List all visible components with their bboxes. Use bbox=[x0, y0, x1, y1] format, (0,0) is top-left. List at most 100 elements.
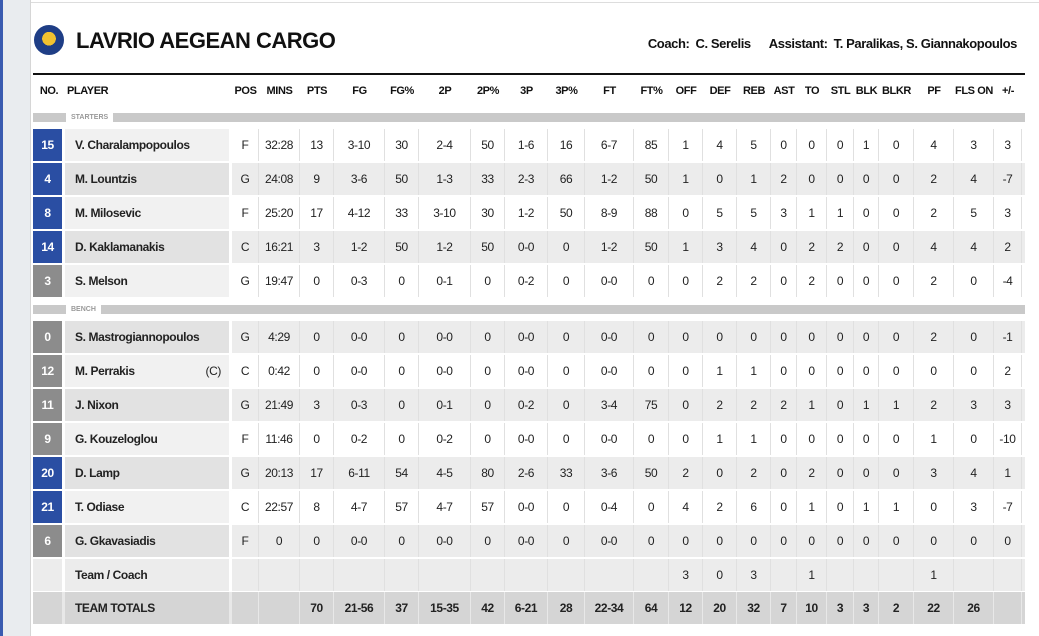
stat-pos: G bbox=[232, 389, 259, 421]
column-header[interactable]: DEF bbox=[709, 85, 731, 97]
stat-fg: 4-7 bbox=[334, 491, 385, 523]
player-row[interactable]: 8 M. Milosevic F 25:20 17 4-12 33 3-10 30 1-2 50 8-… bbox=[33, 197, 1025, 229]
stat-fls-on: 5 bbox=[954, 197, 994, 229]
stat-blkr: 0 bbox=[879, 231, 914, 263]
player-name[interactable]: Team / Coach bbox=[75, 568, 148, 582]
stat-blk: 0 bbox=[854, 321, 879, 353]
stat-fg-: 33 bbox=[385, 197, 419, 229]
stat-to: 1 bbox=[797, 197, 827, 229]
player-name-cell[interactable]: S. Mastrogiannopoulos bbox=[65, 321, 232, 353]
stat-blk: 0 bbox=[854, 355, 879, 387]
column-header[interactable]: TO bbox=[804, 85, 820, 97]
player-name[interactable]: V. Charalampopoulos bbox=[75, 138, 190, 152]
player-name-cell[interactable]: M. Perrakis (C) bbox=[65, 355, 232, 387]
player-row[interactable]: 0 S. Mastrogiannopoulos G 4:29 0 0-0 0 0-0 0 0-0 0… bbox=[33, 321, 1025, 353]
stat-3p: 6-21 bbox=[505, 592, 548, 624]
column-header[interactable]: 3P bbox=[520, 85, 533, 97]
jersey-number: 12 bbox=[33, 355, 65, 387]
player-name[interactable]: D. Lamp bbox=[75, 466, 120, 480]
player-name-cell[interactable]: G. Kouzeloglou bbox=[65, 423, 232, 455]
column-header[interactable]: FG% bbox=[390, 85, 414, 97]
empty-cell bbox=[33, 592, 65, 624]
player-name-cell[interactable]: T. Odiase bbox=[65, 491, 232, 523]
team-coach-row[interactable]: Team / Coach 3 0 3 1 1 bbox=[33, 559, 1025, 591]
player-name-cell[interactable]: M. Milosevic bbox=[65, 197, 232, 229]
player-name[interactable]: D. Kaklamanakis bbox=[75, 240, 165, 254]
player-name[interactable]: S. Mastrogiannopoulos bbox=[75, 330, 200, 344]
stat-stl: 0 bbox=[827, 491, 854, 523]
player-name[interactable]: G. Gkavasiadis bbox=[75, 534, 156, 548]
stat-fg: 1-2 bbox=[334, 231, 385, 263]
player-name[interactable]: M. Milosevic bbox=[75, 206, 141, 220]
stat-def: 0 bbox=[703, 163, 737, 195]
player-row[interactable]: 3 S. Melson G 19:47 0 0-3 0 0-1 0 0-2 0 0-0 0 0 2 2 0 2 0 0… bbox=[33, 265, 1025, 297]
player-name[interactable]: J. Nixon bbox=[75, 398, 119, 412]
player-row[interactable]: 12 M. Perrakis (C) C 0:42 0 0-0 0 0-0 0 0-0 0 0-0 0 0 1… bbox=[33, 355, 1025, 387]
stat-fls-on: 26 bbox=[954, 592, 994, 624]
column-header[interactable]: REB bbox=[742, 85, 766, 97]
stat-reb: 6 bbox=[737, 491, 771, 523]
player-row[interactable]: 20 D. Lamp G 20:13 17 6-11 54 4-5 80 2-6 33 3-6 50 2 0… bbox=[33, 457, 1025, 489]
column-header[interactable]: 2P% bbox=[476, 85, 500, 97]
player-name-cell[interactable]: TEAM TOTALS bbox=[65, 592, 232, 624]
stat-2p-: 0 bbox=[471, 265, 505, 297]
column-header[interactable]: FLS ON bbox=[955, 85, 993, 97]
stat-fg: 0-0 bbox=[334, 321, 385, 353]
player-row[interactable]: 14 D. Kaklamanakis C 16:21 3 1-2 50 1-2 50 0-0 0 1-… bbox=[33, 231, 1025, 263]
column-header[interactable]: BLK bbox=[855, 85, 878, 97]
player-name[interactable]: TEAM TOTALS bbox=[75, 601, 155, 615]
player-row[interactable]: 4 M. Lountzis G 24:08 9 3-6 50 1-3 33 2-3 66 1-2 50 1… bbox=[33, 163, 1025, 195]
column-header[interactable]: MINS bbox=[266, 85, 293, 97]
column-header[interactable]: PTS bbox=[306, 85, 328, 97]
player-name-cell[interactable]: G. Gkavasiadis bbox=[65, 525, 232, 557]
player-row[interactable]: 6 G. Gkavasiadis F 0 0 0-0 0 0-0 0 0-0 0 0-0 0 0 0 0 0 0 0… bbox=[33, 525, 1025, 557]
stat-2p: 0-2 bbox=[419, 423, 471, 455]
column-header[interactable]: NO. bbox=[39, 85, 59, 97]
column-header[interactable]: OFF bbox=[675, 85, 697, 97]
column-header[interactable]: POS bbox=[234, 85, 257, 97]
stat-pos bbox=[232, 559, 259, 591]
player-name[interactable]: G. Kouzeloglou bbox=[75, 432, 158, 446]
column-header[interactable]: PF bbox=[927, 85, 941, 97]
column-header[interactable]: 2P bbox=[438, 85, 452, 97]
column-header[interactable]: BLKR bbox=[882, 85, 911, 97]
column-header[interactable]: STL bbox=[830, 85, 851, 97]
stat-2p: 1-2 bbox=[419, 231, 471, 263]
player-name[interactable]: M. Lountzis bbox=[75, 172, 137, 186]
stat-ft-: 50 bbox=[634, 163, 669, 195]
column-header[interactable]: 3P% bbox=[555, 85, 578, 97]
player-name-cell[interactable]: D. Kaklamanakis bbox=[65, 231, 232, 263]
team-totals-row[interactable]: TEAM TOTALS 70 21-56 37 15-35 42 6-21 28 22-34 64… bbox=[33, 592, 1025, 624]
stat-ft: 8-9 bbox=[585, 197, 634, 229]
stat-stl bbox=[827, 559, 854, 591]
player-name[interactable]: T. Odiase bbox=[75, 500, 125, 514]
stat-2p-: 0 bbox=[471, 355, 505, 387]
stat-mins: 25:20 bbox=[259, 197, 300, 229]
player-row[interactable]: 9 G. Kouzeloglou F 11:46 0 0-2 0 0-2 0 0-0 0 0-0 0 0 1… bbox=[33, 423, 1025, 455]
stat-mins: 20:13 bbox=[259, 457, 300, 489]
stat-reb: 5 bbox=[737, 129, 771, 161]
stat-off: 12 bbox=[669, 592, 703, 624]
column-header[interactable]: FT% bbox=[640, 85, 663, 97]
player-name-cell[interactable]: Team / Coach bbox=[65, 559, 232, 591]
player-name-cell[interactable]: S. Melson bbox=[65, 265, 232, 297]
stat-blk: 3 bbox=[854, 592, 879, 624]
column-header[interactable]: FG bbox=[352, 85, 367, 97]
column-header[interactable]: +/- bbox=[1002, 85, 1014, 97]
stat-fg: 0-0 bbox=[334, 525, 385, 557]
player-name[interactable]: S. Melson bbox=[75, 274, 128, 288]
column-header[interactable]: AST bbox=[773, 85, 795, 97]
stat-3p bbox=[505, 559, 548, 591]
jersey-number: 4 bbox=[33, 163, 65, 195]
column-header[interactable]: PLAYER bbox=[67, 85, 109, 97]
player-name-cell[interactable]: J. Nixon bbox=[65, 389, 232, 421]
player-row[interactable]: 15 V. Charalampopoulos F 32:28 13 3-10 30 2-4 50… bbox=[33, 129, 1025, 161]
stat-ft: 1-2 bbox=[585, 163, 634, 195]
player-row[interactable]: 11 J. Nixon G 21:49 3 0-3 0 0-1 0 0-2 0 3-4 75 0 2 2 2 1 0… bbox=[33, 389, 1025, 421]
player-name-cell[interactable]: M. Lountzis bbox=[65, 163, 232, 195]
player-name-cell[interactable]: V. Charalampopoulos bbox=[65, 129, 232, 161]
player-name[interactable]: M. Perrakis bbox=[75, 364, 135, 378]
player-name-cell[interactable]: D. Lamp bbox=[65, 457, 232, 489]
column-header[interactable]: FT bbox=[603, 85, 616, 97]
player-row[interactable]: 21 T. Odiase C 22:57 8 4-7 57 4-7 57 0-0 0 0-4 0 4 2 6 0… bbox=[33, 491, 1025, 523]
